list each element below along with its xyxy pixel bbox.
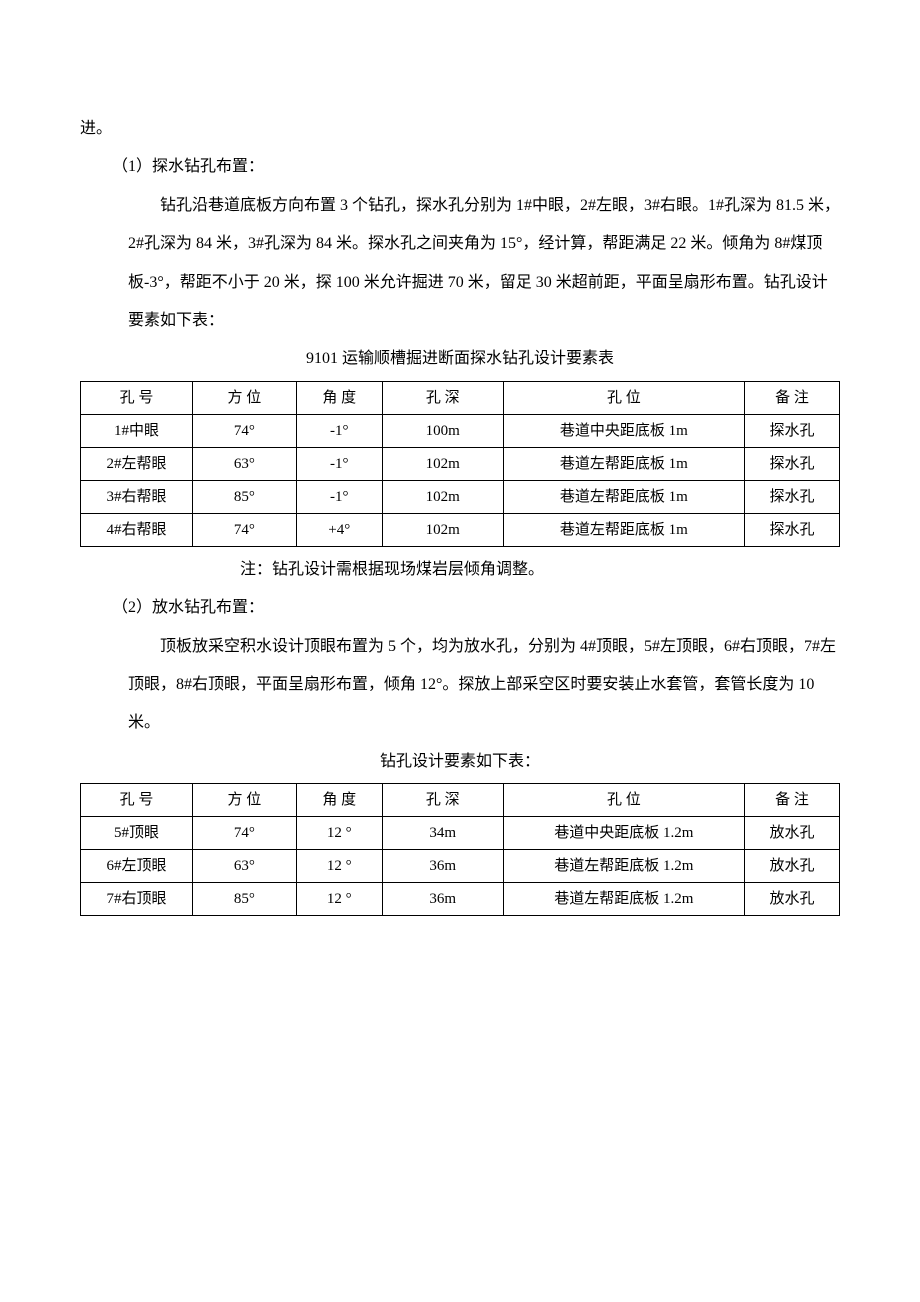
document-page: 进。 （1）探水钻孔布置： 钻孔沿巷道底板方向布置 3 个钻孔，探水孔分别为 1…	[0, 0, 920, 1302]
table-cell: 探水孔	[745, 447, 840, 480]
table-cell: 探水孔	[745, 480, 840, 513]
leading-line: 进。	[80, 110, 840, 148]
table-cell: 63°	[193, 447, 297, 480]
table-header: 孔 位	[503, 784, 745, 817]
table-cell: 85°	[193, 480, 297, 513]
table-cell: 34m	[382, 817, 503, 850]
table-cell: 放水孔	[745, 817, 840, 850]
table-cell: 100m	[382, 414, 503, 447]
table-cell: 2#左帮眼	[81, 447, 193, 480]
table-cell: 3#右帮眼	[81, 480, 193, 513]
table-header: 孔 深	[382, 784, 503, 817]
table-cell: 85°	[193, 883, 297, 916]
table-header: 角 度	[296, 381, 382, 414]
table-header: 孔 号	[81, 784, 193, 817]
table-cell: 探水孔	[745, 414, 840, 447]
table-row: 孔 号 方 位 角 度 孔 深 孔 位 备 注	[81, 784, 840, 817]
table-cell: 74°	[193, 513, 297, 546]
section-2-para: 顶板放采空积水设计顶眼布置为 5 个，均为放水孔，分别为 4#顶眼，5#左顶眼，…	[80, 628, 840, 743]
table-cell: 7#右顶眼	[81, 883, 193, 916]
table-cell: 4#右帮眼	[81, 513, 193, 546]
table-cell: 102m	[382, 447, 503, 480]
table-cell: 巷道中央距底板 1.2m	[503, 817, 745, 850]
table-cell: -1°	[296, 480, 382, 513]
table-header: 方 位	[193, 784, 297, 817]
table-cell: 74°	[193, 414, 297, 447]
table-cell: 巷道左帮距底板 1m	[503, 480, 745, 513]
table-cell: 探水孔	[745, 513, 840, 546]
table-cell: 36m	[382, 883, 503, 916]
table-cell: 巷道中央距底板 1m	[503, 414, 745, 447]
table-1-note: 注：钻孔设计需根据现场煤岩层倾角调整。	[80, 551, 840, 589]
table-2: 孔 号 方 位 角 度 孔 深 孔 位 备 注 5#顶眼 74° 12 ° 34…	[80, 783, 840, 916]
table-row: 5#顶眼 74° 12 ° 34m 巷道中央距底板 1.2m 放水孔	[81, 817, 840, 850]
table-cell: 36m	[382, 850, 503, 883]
table-header: 孔 号	[81, 381, 193, 414]
table-row: 7#右顶眼 85° 12 ° 36m 巷道左帮距底板 1.2m 放水孔	[81, 883, 840, 916]
table-cell: 巷道左帮距底板 1.2m	[503, 850, 745, 883]
table-cell: -1°	[296, 447, 382, 480]
table-cell: 放水孔	[745, 850, 840, 883]
section-2-title: （2）放水钻孔布置：	[80, 589, 840, 627]
table-header: 孔 深	[382, 381, 503, 414]
table-cell: 12 °	[296, 883, 382, 916]
table-row: 孔 号 方 位 角 度 孔 深 孔 位 备 注	[81, 381, 840, 414]
table-cell: 12 °	[296, 817, 382, 850]
section-1-para: 钻孔沿巷道底板方向布置 3 个钻孔，探水孔分别为 1#中眼，2#左眼，3#右眼。…	[80, 187, 840, 341]
table-row: 4#右帮眼 74° +4° 102m 巷道左帮距底板 1m 探水孔	[81, 513, 840, 546]
table-row: 1#中眼 74° -1° 100m 巷道中央距底板 1m 探水孔	[81, 414, 840, 447]
table-cell: 6#左顶眼	[81, 850, 193, 883]
table-header: 备 注	[745, 784, 840, 817]
section-1-title: （1）探水钻孔布置：	[80, 148, 840, 186]
table-1: 孔 号 方 位 角 度 孔 深 孔 位 备 注 1#中眼 74° -1° 100…	[80, 381, 840, 547]
table-2-title: 钻孔设计要素如下表：	[80, 743, 840, 781]
table-cell: 102m	[382, 480, 503, 513]
table-cell: 102m	[382, 513, 503, 546]
table-row: 6#左顶眼 63° 12 ° 36m 巷道左帮距底板 1.2m 放水孔	[81, 850, 840, 883]
table-cell: 1#中眼	[81, 414, 193, 447]
table-cell: 12 °	[296, 850, 382, 883]
table-1-title: 9101 运输顺槽掘进断面探水钻孔设计要素表	[80, 340, 840, 378]
table-row: 2#左帮眼 63° -1° 102m 巷道左帮距底板 1m 探水孔	[81, 447, 840, 480]
table-cell: 74°	[193, 817, 297, 850]
table-cell: -1°	[296, 414, 382, 447]
table-cell: +4°	[296, 513, 382, 546]
table-header: 备 注	[745, 381, 840, 414]
table-cell: 巷道左帮距底板 1m	[503, 447, 745, 480]
table-row: 3#右帮眼 85° -1° 102m 巷道左帮距底板 1m 探水孔	[81, 480, 840, 513]
table-header: 方 位	[193, 381, 297, 414]
table-cell: 放水孔	[745, 883, 840, 916]
table-header: 孔 位	[503, 381, 745, 414]
table-header: 角 度	[296, 784, 382, 817]
table-cell: 巷道左帮距底板 1.2m	[503, 883, 745, 916]
table-cell: 5#顶眼	[81, 817, 193, 850]
table-cell: 巷道左帮距底板 1m	[503, 513, 745, 546]
table-cell: 63°	[193, 850, 297, 883]
